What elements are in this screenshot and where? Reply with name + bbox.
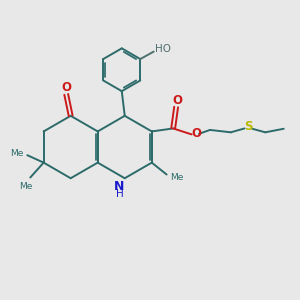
Text: O: O — [172, 94, 183, 107]
Text: S: S — [244, 121, 252, 134]
Text: Me: Me — [19, 182, 32, 191]
Text: HO: HO — [155, 44, 171, 54]
Text: Me: Me — [170, 173, 184, 182]
Text: O: O — [191, 127, 201, 140]
Text: Me: Me — [10, 149, 24, 158]
Text: H: H — [116, 189, 123, 199]
Text: N: N — [114, 180, 124, 193]
Text: O: O — [61, 81, 71, 94]
